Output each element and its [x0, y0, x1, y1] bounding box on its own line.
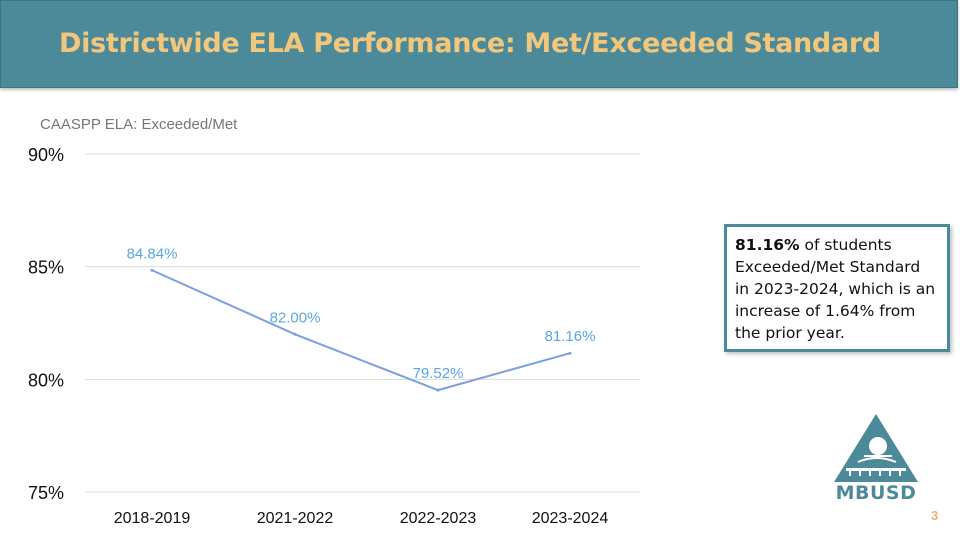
x-tick-label: 2018-2019	[114, 510, 191, 527]
mbusd-logo: MBUSD	[830, 410, 922, 510]
data-label: 81.16%	[545, 328, 596, 345]
slide-header: Districtwide ELA Performance: Met/Exceed…	[0, 0, 958, 88]
callout-highlight-value: 81.16%	[735, 236, 800, 254]
data-label: 82.00%	[270, 309, 321, 326]
page-number: 3	[931, 508, 939, 523]
data-point	[150, 268, 154, 272]
x-tick-label: 2022-2023	[400, 510, 477, 527]
y-tick-label: 75%	[28, 483, 64, 503]
data-point	[293, 332, 297, 336]
series-line	[151, 269, 571, 392]
line-chart: CAASPP ELA: Exceeded/Met 90% 85% 80% 75% 201…	[0, 100, 700, 540]
x-tick-label: 2021-2022	[257, 510, 334, 527]
y-tick-label: 85%	[28, 258, 64, 278]
y-tick-label: 80%	[28, 370, 64, 390]
data-point	[436, 388, 440, 392]
chart-plot-area: 90% 85% 80% 75% 2018-2019 2021-2022 2022-2023 2…	[28, 145, 640, 527]
mbusd-triangle-logo-icon	[834, 414, 918, 482]
summary-callout: 81.16% of students Exceeded/Met Standard…	[724, 224, 950, 352]
y-tick-label: 90%	[28, 145, 64, 165]
data-label: 79.52%	[413, 365, 464, 382]
callout-text: of students Exceeded/Met Standard in 202…	[735, 236, 936, 342]
slide-title: Districtwide ELA Performance: Met/Exceed…	[59, 28, 881, 59]
logo-text: MBUSD	[835, 482, 917, 504]
data-label: 84.84%	[127, 245, 178, 262]
data-point	[568, 351, 572, 355]
x-tick-label: 2023-2024	[532, 510, 609, 527]
chart-title: CAASPP ELA: Exceeded/Met	[40, 116, 238, 133]
